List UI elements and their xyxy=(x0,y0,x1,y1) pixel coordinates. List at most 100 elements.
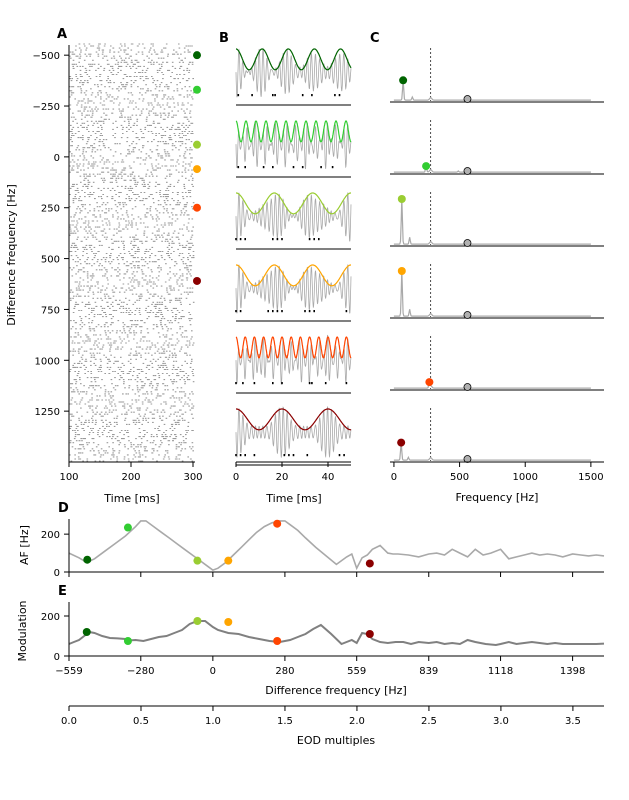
panel-a-xtick-label: 100 xyxy=(59,472,78,483)
panel-letter-e: E xyxy=(58,584,67,599)
af-marker xyxy=(83,555,92,564)
panel-a-xtick-label: 200 xyxy=(121,472,140,483)
eod-multiples-axis: 0.0 0.5 1.0 1.5 2.0 2.5 3.0 3.5 xyxy=(61,705,604,727)
panel-c-eod-marker xyxy=(463,383,472,391)
panel-c-spectrum-trace xyxy=(393,270,591,317)
panel-b-spike xyxy=(253,454,256,457)
af-marker xyxy=(123,523,132,532)
panel-b-envelope-trace xyxy=(235,120,352,143)
eod-xtick-label: 0.5 xyxy=(133,716,149,727)
panel-b-spike xyxy=(267,310,269,313)
xtick-label: 0 xyxy=(210,666,216,677)
panel-b-spike xyxy=(304,310,306,313)
panel-c-peak-marker xyxy=(397,438,406,447)
xtick-label: 1398 xyxy=(560,666,585,677)
panel-b-spike xyxy=(301,166,304,169)
xtick-label: −559 xyxy=(55,666,82,677)
panel-c-xlabel: Frequency [Hz] xyxy=(456,491,539,504)
panel-a-raster: −500 −250 0 250 500 750 1000 1250 100 200 300 xyxy=(33,43,203,483)
panel-b-spike xyxy=(276,238,279,241)
panel-b-spike xyxy=(311,94,313,97)
panel-b-spike xyxy=(338,94,341,97)
panel-a-marker xyxy=(193,140,201,149)
panel-b-row xyxy=(235,334,352,394)
panel-b-spike xyxy=(272,382,274,385)
panel-b-spike xyxy=(308,310,311,313)
panel-a-ytick-label: 1000 xyxy=(35,356,60,367)
panel-b-spike xyxy=(272,94,274,97)
modulation-marker xyxy=(82,628,91,636)
panel-b-spike xyxy=(251,94,253,97)
ytick-label: 200 xyxy=(41,530,60,541)
panel-b-spike xyxy=(272,166,274,169)
panel-a-ylabel: Difference frequency [Hz] xyxy=(5,184,18,326)
panel-b-spike xyxy=(235,382,237,385)
ytick-label: 0 xyxy=(54,652,60,663)
af-marker xyxy=(365,559,374,568)
panel-c-eod-marker xyxy=(463,311,472,319)
panel-a-xtick-label: 300 xyxy=(183,472,202,483)
panel-c-xtick-label: 500 xyxy=(450,472,469,483)
panel-b-carrier-trace xyxy=(235,406,352,458)
panel-b-spike xyxy=(272,238,274,241)
panel-b-spike xyxy=(281,238,283,241)
panel-b-spike xyxy=(239,238,242,241)
panel-b-xtick-label: 0 xyxy=(233,472,239,483)
panel-b-carrier-trace xyxy=(235,192,352,242)
panel-c-peak-marker xyxy=(422,162,431,171)
eod-xtick-label: 2.5 xyxy=(421,716,437,727)
panel-b-spike xyxy=(301,94,304,97)
modulation-marker xyxy=(193,617,202,625)
panel-b-envelope-trace xyxy=(236,48,352,71)
panel-letter-b: B xyxy=(219,31,229,46)
panel-b-spike xyxy=(306,454,309,457)
panel-a-ytick-label: 500 xyxy=(41,255,60,266)
panel-b-spike xyxy=(343,454,345,457)
panel-b-spike xyxy=(242,382,244,385)
panel-b-spike xyxy=(244,166,246,169)
ytick-label: 200 xyxy=(41,612,60,623)
panel-b-envelope-trace xyxy=(236,264,351,287)
panel-letter-d: D xyxy=(58,501,69,516)
panel-c-row xyxy=(390,408,604,463)
panel-b-spike xyxy=(345,310,348,313)
eod-xtick-label: 0.0 xyxy=(61,716,77,727)
panel-b-spike xyxy=(244,454,246,457)
raster-spikes xyxy=(69,43,195,462)
panel-b-spike xyxy=(292,454,295,457)
panel-b-envelope-trace xyxy=(236,408,351,431)
panel-c-peak-marker xyxy=(397,195,406,203)
panel-e-modulation: 0 200 −559 −280 0 280 559 839 1118 1398 xyxy=(41,602,605,677)
panel-b-carrier-trace xyxy=(235,264,352,314)
panel-a-ytick-label: 750 xyxy=(41,305,60,316)
panel-c-eod-marker xyxy=(463,239,472,247)
panel-b-spike xyxy=(235,238,237,241)
panel-b-spike xyxy=(239,454,242,457)
panel-b-spike xyxy=(235,310,237,313)
panel-c-row xyxy=(390,336,604,391)
panel-d-ylabel: AF [Hz] xyxy=(18,525,31,565)
panel-b-spike xyxy=(338,454,341,457)
panel-b-spike xyxy=(334,94,336,97)
panel-c-row xyxy=(390,264,604,319)
panel-a-marker xyxy=(193,85,201,94)
panel-c-spectra: 0 500 1000 1500 xyxy=(390,48,604,483)
panel-c-xtick-label: 1500 xyxy=(578,472,603,483)
panel-c-xtick-label: 0 xyxy=(391,472,397,483)
modulation-line xyxy=(68,620,605,647)
af-marker xyxy=(224,556,233,565)
panel-b-envelope-trace xyxy=(236,192,351,215)
xtick-label: −280 xyxy=(127,666,154,677)
panel-d-af: 0 200 xyxy=(41,519,605,579)
panel-b-spike xyxy=(288,454,290,457)
panel-letter-c: C xyxy=(370,31,380,46)
af-line xyxy=(68,520,605,572)
panel-a-marker xyxy=(193,165,201,174)
panel-b-spike xyxy=(313,310,315,313)
ytick-label: 0 xyxy=(54,568,60,579)
panel-b-xtick-label: 40 xyxy=(322,472,335,483)
panel-b-row xyxy=(235,192,352,250)
panel-b-row xyxy=(235,47,352,106)
panel-b-spike xyxy=(253,382,256,385)
